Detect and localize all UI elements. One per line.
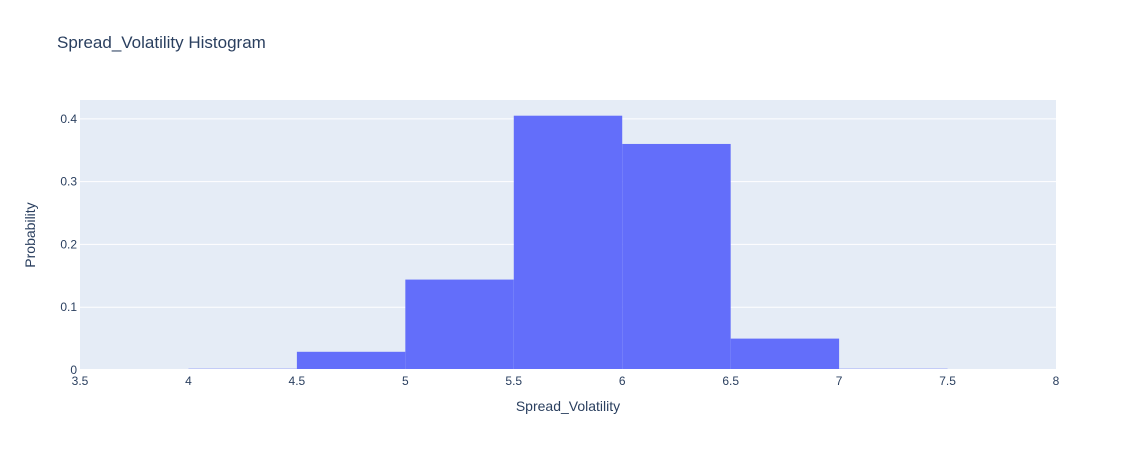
y-tick-label: 0.1 [60, 300, 77, 314]
y-axis-title: Probability [22, 202, 38, 267]
histogram-bars [80, 115, 1056, 370]
x-tick-label: 5 [402, 374, 409, 388]
y-tick-label: 0.2 [60, 237, 77, 251]
histogram-bar [622, 143, 731, 370]
x-tick-label: 5.5 [505, 374, 522, 388]
x-tick-label: 4 [185, 374, 192, 388]
x-tick-label: 6 [619, 374, 626, 388]
x-tick-label: 7 [836, 374, 843, 388]
x-axis-title: Spread_Volatility [516, 398, 620, 414]
histogram-bar [513, 115, 623, 370]
x-tick-label: 8 [1053, 374, 1060, 388]
y-tick-label: 0.3 [60, 175, 77, 189]
x-tick-label: 3.5 [72, 374, 89, 388]
y-tick-label: 0 [70, 363, 77, 377]
histogram-bar [730, 338, 840, 370]
x-tick-labels: 3.5 4 4.5 5 5.5 6 6.5 7 7.5 8 [72, 374, 1060, 388]
y-tick-labels: 0 0.1 0.2 0.3 0.4 [60, 112, 77, 377]
chart-title: Spread_Volatility Histogram [57, 33, 266, 52]
x-tick-label: 7.5 [939, 374, 956, 388]
histogram-bar [405, 279, 514, 370]
y-tick-label: 0.4 [60, 112, 77, 126]
x-tick-label: 4.5 [289, 374, 306, 388]
histogram-bar [296, 351, 406, 370]
x-tick-label: 6.5 [722, 374, 739, 388]
